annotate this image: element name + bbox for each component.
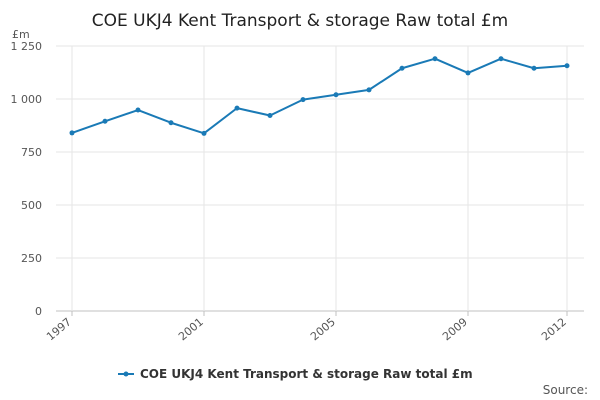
series <box>69 56 570 136</box>
legend[interactable]: COE UKJ4 Kent Transport & storage Raw to… <box>118 367 473 381</box>
data-point[interactable] <box>531 65 537 71</box>
gridlines <box>56 45 584 312</box>
data-point[interactable] <box>168 120 174 126</box>
x-tick-label: 2005 <box>308 315 338 343</box>
data-point[interactable] <box>564 63 570 69</box>
x-tick-label: 2001 <box>176 315 206 343</box>
source-label: Source: <box>543 383 588 397</box>
data-point[interactable] <box>498 56 504 62</box>
y-tick-label: 1 250 <box>11 40 43 53</box>
data-point[interactable] <box>333 92 339 98</box>
y-tick-label: 250 <box>21 252 42 265</box>
data-point[interactable] <box>432 56 438 62</box>
y-tick-label: 500 <box>21 199 42 212</box>
data-point[interactable] <box>102 118 108 124</box>
y-axis-label: £m <box>12 28 30 41</box>
series-line <box>71 57 568 135</box>
legend-swatch-marker <box>123 371 129 377</box>
x-tick-label: 2009 <box>440 315 470 343</box>
data-point[interactable] <box>300 97 306 103</box>
x-axis-ticks: 1997 2001 2005 2009 2012 <box>44 311 569 343</box>
chart-title: COE UKJ4 Kent Transport & storage Raw to… <box>92 11 508 31</box>
y-tick-label: 0 <box>35 305 42 318</box>
x-tick-label: 1997 <box>44 315 74 343</box>
data-point[interactable] <box>465 70 471 76</box>
data-point[interactable] <box>399 65 405 71</box>
data-point[interactable] <box>201 130 207 136</box>
data-point[interactable] <box>267 113 273 119</box>
y-tick-label: 1 000 <box>11 93 43 106</box>
data-point[interactable] <box>135 107 141 113</box>
legend-label: COE UKJ4 Kent Transport & storage Raw to… <box>140 367 473 381</box>
data-point[interactable] <box>69 130 75 136</box>
y-tick-label: 750 <box>21 146 42 159</box>
x-tick-label: 2012 <box>539 315 569 343</box>
y-axis-ticks: 0 250 500 750 1 000 1 250 <box>11 40 43 318</box>
data-point[interactable] <box>234 105 240 111</box>
data-point[interactable] <box>366 87 372 93</box>
